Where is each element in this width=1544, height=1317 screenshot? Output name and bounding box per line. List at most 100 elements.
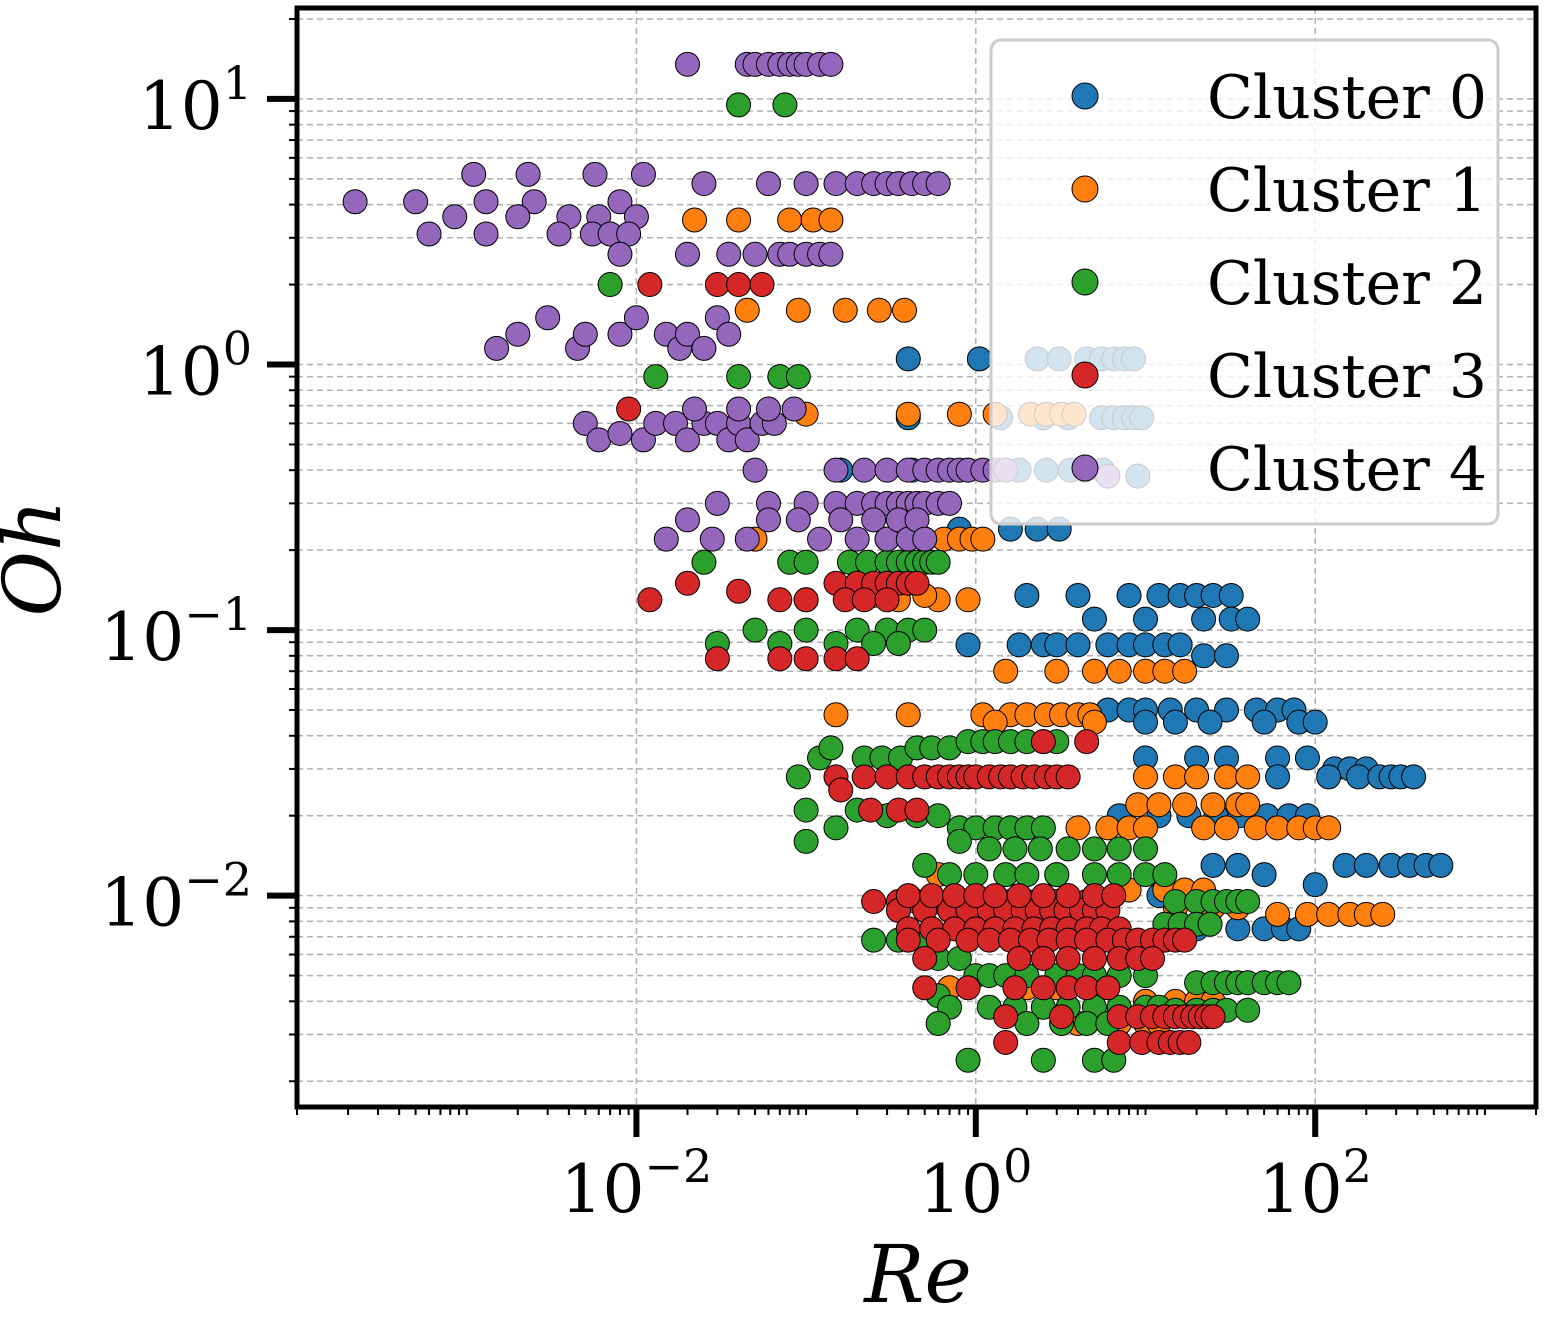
data-point bbox=[546, 221, 572, 247]
data-point bbox=[793, 171, 819, 197]
data-point bbox=[1065, 582, 1091, 608]
data-point bbox=[785, 364, 811, 390]
data-point bbox=[1006, 883, 1032, 909]
data-point bbox=[891, 297, 917, 323]
data-point bbox=[1014, 862, 1040, 888]
data-point bbox=[925, 171, 951, 197]
data-point bbox=[1140, 945, 1166, 971]
data-point bbox=[963, 862, 989, 888]
plot-frame bbox=[294, 5, 1539, 1110]
data-point bbox=[823, 815, 849, 841]
data-point bbox=[1106, 836, 1132, 862]
data-point bbox=[1316, 815, 1342, 841]
data-point bbox=[895, 702, 921, 728]
data-point bbox=[1294, 901, 1320, 927]
data-point bbox=[1133, 815, 1159, 841]
x-axis-label: Re bbox=[862, 1228, 972, 1317]
data-point bbox=[674, 507, 700, 533]
data-point bbox=[1044, 862, 1070, 888]
data-point bbox=[582, 161, 608, 187]
data-point bbox=[1014, 582, 1040, 608]
data-point bbox=[1074, 975, 1100, 1001]
data-point bbox=[1332, 852, 1358, 878]
data-point bbox=[1302, 872, 1328, 898]
data-point bbox=[1030, 975, 1056, 1001]
data-point bbox=[755, 396, 781, 422]
data-point bbox=[861, 507, 887, 533]
data-point bbox=[742, 241, 768, 267]
legend-marker bbox=[1071, 361, 1099, 389]
data-point bbox=[1302, 709, 1328, 735]
data-point bbox=[861, 889, 887, 915]
data-point bbox=[946, 828, 972, 854]
data-point bbox=[1030, 883, 1056, 909]
data-point bbox=[1316, 764, 1342, 790]
data-point bbox=[912, 945, 938, 971]
data-point bbox=[726, 92, 752, 118]
data-point bbox=[823, 702, 849, 728]
data-point bbox=[342, 189, 368, 215]
data-point bbox=[473, 189, 499, 215]
x-tick-label: 100 bbox=[919, 1139, 1032, 1228]
data-point bbox=[942, 883, 968, 909]
data-point bbox=[818, 241, 844, 267]
data-point bbox=[726, 396, 752, 422]
data-point bbox=[966, 346, 992, 372]
data-point bbox=[925, 803, 951, 829]
data-point bbox=[505, 204, 531, 230]
data-point bbox=[1095, 975, 1121, 1001]
data-point bbox=[726, 207, 752, 233]
data-point bbox=[1401, 764, 1427, 790]
y-tick-label: 100 bbox=[139, 322, 252, 411]
data-point bbox=[704, 272, 730, 298]
data-point bbox=[993, 658, 1019, 684]
legend: Cluster 0 Cluster 1 Cluster 2 Cluster 3 Clus… bbox=[989, 38, 1500, 526]
data-point bbox=[1162, 709, 1188, 735]
data-point bbox=[643, 364, 669, 390]
data-point bbox=[1218, 582, 1244, 608]
data-point bbox=[716, 321, 742, 347]
data-point bbox=[1235, 889, 1261, 915]
data-point bbox=[535, 305, 561, 331]
data-point bbox=[1055, 945, 1081, 971]
data-point bbox=[734, 526, 760, 552]
data-point bbox=[734, 297, 760, 323]
data-point bbox=[793, 828, 819, 854]
data-point bbox=[630, 161, 656, 187]
data-point bbox=[993, 862, 1019, 888]
data-point bbox=[851, 587, 877, 613]
data-point bbox=[818, 735, 844, 761]
data-point bbox=[904, 570, 930, 596]
data-point bbox=[1197, 709, 1223, 735]
data-point bbox=[976, 927, 1002, 953]
legend-box bbox=[989, 38, 1500, 526]
data-point bbox=[793, 797, 819, 823]
data-point bbox=[1251, 862, 1277, 888]
data-point bbox=[755, 507, 781, 533]
data-point bbox=[1265, 815, 1291, 841]
data-point bbox=[1191, 606, 1217, 632]
data-point bbox=[785, 507, 811, 533]
data-point bbox=[955, 975, 981, 1001]
data-point bbox=[818, 51, 844, 77]
data-point bbox=[1213, 643, 1239, 669]
data-point bbox=[726, 272, 752, 298]
data-point bbox=[682, 207, 708, 233]
data-point bbox=[1225, 916, 1251, 942]
data-point bbox=[946, 401, 972, 427]
data-point bbox=[716, 241, 742, 267]
y-tick-label: 10−2 bbox=[100, 853, 252, 942]
data-point bbox=[484, 335, 510, 361]
data-point bbox=[616, 396, 642, 422]
data-point bbox=[1146, 582, 1172, 608]
data-point bbox=[416, 221, 442, 247]
data-point bbox=[637, 587, 663, 613]
data-point bbox=[1265, 764, 1291, 790]
data-point bbox=[1133, 764, 1159, 790]
data-point bbox=[1106, 1029, 1132, 1055]
data-point bbox=[1055, 883, 1081, 909]
data-point bbox=[925, 927, 951, 953]
data-point bbox=[1044, 658, 1070, 684]
data-point bbox=[1200, 1004, 1226, 1030]
data-point bbox=[1243, 815, 1269, 841]
